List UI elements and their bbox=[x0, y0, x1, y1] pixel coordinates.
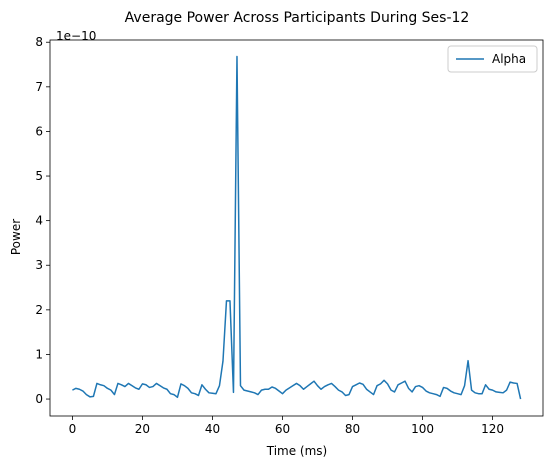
axes-frame bbox=[49, 39, 544, 417]
y-tick-label: 0 bbox=[35, 392, 43, 406]
y-tick-label: 4 bbox=[35, 214, 43, 228]
axes: 0 20 40 60 80 100 120 0 1 2 3 4 5 6 7 8 bbox=[35, 35, 544, 436]
legend-box bbox=[447, 45, 538, 73]
y-tick-label: 6 bbox=[35, 124, 43, 138]
legend-label: Alpha bbox=[492, 52, 526, 66]
y-tick-label: 2 bbox=[35, 303, 43, 317]
x-axis-label: Time (ms) bbox=[266, 444, 328, 458]
chart-title: Average Power Across Participants During… bbox=[125, 10, 470, 26]
y-axis-label: Power bbox=[9, 219, 23, 255]
x-tick-label: 100 bbox=[411, 422, 434, 436]
y-tick-label: 7 bbox=[35, 80, 43, 94]
y-offset-text: 1e−10 bbox=[56, 29, 96, 43]
y-tick-label: 5 bbox=[35, 169, 43, 183]
series-layer bbox=[72, 55, 522, 400]
y-tick-label: 8 bbox=[35, 35, 43, 49]
series-line-alpha bbox=[72, 55, 522, 400]
legend: Alpha bbox=[447, 45, 538, 73]
x-tick-label: 120 bbox=[481, 422, 504, 436]
x-tick-label: 40 bbox=[205, 422, 220, 436]
x-tick-label: 0 bbox=[69, 422, 77, 436]
y-tick-label: 1 bbox=[35, 347, 43, 361]
x-tick-label: 20 bbox=[135, 422, 150, 436]
x-tick-label: 80 bbox=[345, 422, 360, 436]
y-tick-label: 3 bbox=[35, 258, 43, 272]
x-tick-label: 60 bbox=[275, 422, 290, 436]
